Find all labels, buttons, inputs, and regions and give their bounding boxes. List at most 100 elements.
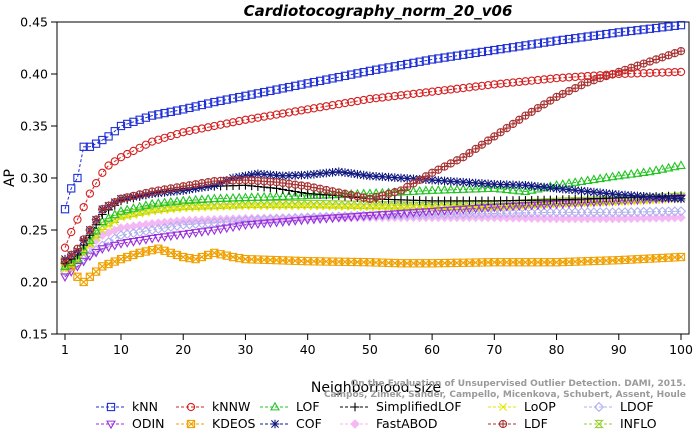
data-point [241,91,250,100]
data-point [626,168,637,178]
data-point [277,218,288,227]
x-tick-label: 10 [113,342,129,357]
data-point [73,215,82,224]
data-point [601,172,612,182]
data-point [465,49,474,58]
data-point [347,70,356,79]
data-point [644,166,655,176]
data-point [533,103,543,113]
legend-label: kNNW [212,399,250,414]
data-point [676,194,686,204]
data-point [134,236,145,246]
data-point [602,70,611,79]
data-point [576,213,587,224]
data-point [247,114,256,123]
data-point [321,214,332,224]
data-point [216,120,225,129]
data-point [670,21,679,30]
series-ldof [59,206,687,277]
data-point [508,43,518,52]
data-point [421,88,431,97]
data-point [539,75,549,84]
data-point [210,203,219,212]
data-point [73,173,82,183]
data-point [595,71,605,80]
data-point [60,273,70,283]
data-point [266,202,275,211]
x-axis-label: Neighborhood size [311,380,441,396]
legend-label: FastABOD [376,416,438,431]
data-point [241,115,250,124]
data-point [253,89,263,98]
data-point [427,87,437,96]
data-point [122,239,133,248]
data-point [526,213,537,223]
data-point [384,92,393,101]
legend-label: KDEOS [212,416,256,431]
data-point [235,202,244,211]
data-point [297,80,306,89]
data-point [66,268,77,277]
data-point [241,171,250,181]
data-point [265,191,276,201]
data-point [420,208,431,217]
legend-item-loop: LoOP [488,399,556,414]
data-point [608,189,617,199]
data-point [676,252,686,262]
data-point [521,111,530,120]
data-point [216,96,225,105]
legend-marker [350,402,360,412]
data-point [116,240,126,249]
data-point [159,197,170,207]
data-point [103,243,114,253]
data-point [327,214,338,224]
data-point [204,203,213,212]
data-point [520,213,531,223]
data-point [533,182,543,191]
legend-item-cof: COF [260,416,322,431]
data-point [384,189,393,198]
data-point [302,216,313,225]
data-point [396,209,406,219]
legend-marker [270,401,280,411]
data-point [104,161,113,170]
data-point [496,128,505,137]
data-point [290,190,301,200]
data-point [179,128,188,137]
data-point [527,76,536,85]
data-point [358,212,369,222]
data-point [658,68,667,77]
data-point [564,34,574,44]
data-point [197,203,206,212]
data-point [645,24,655,33]
data-point [390,91,399,101]
data-point [196,194,207,204]
data-point [676,46,686,56]
data-point [303,182,312,191]
legend-label: LOF [296,399,320,414]
data-point [322,75,331,84]
legend-item-simplifiedlof: SimplifiedLOF [340,399,462,414]
legend-label: LDF [524,416,548,431]
legend-marker [594,419,604,429]
data-point [297,202,306,211]
data-point [576,176,587,185]
data-point [353,96,362,106]
data-point [259,170,269,179]
data-point [234,222,245,232]
data-point [104,201,113,210]
data-point [372,203,381,212]
data-point [98,205,107,214]
data-point [179,204,188,213]
data-point [390,62,399,71]
data-point [489,183,500,192]
data-point [670,194,680,203]
data-point [607,213,618,224]
data-point [179,105,188,114]
series-layer [59,20,687,287]
data-point [352,212,363,222]
data-point [277,191,288,200]
data-point [669,161,680,171]
data-point [564,213,574,224]
data-point [79,235,88,244]
